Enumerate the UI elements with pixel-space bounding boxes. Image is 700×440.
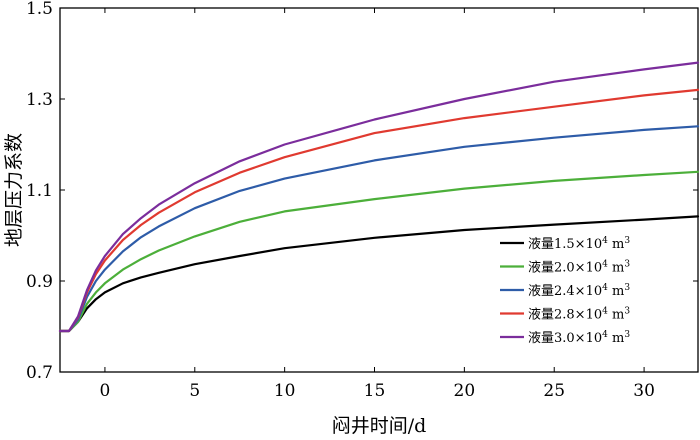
x-tick-label: 25 (543, 381, 565, 401)
plot-frame (59, 7, 699, 373)
legend-label-3: 液量2.4×104 m3 (528, 283, 630, 299)
series-line-1 (58, 215, 700, 333)
legend-label-1: 液量1.5×104 m3 (528, 236, 630, 252)
series-line-2 (58, 170, 700, 333)
x-tick-label: 0 (100, 381, 111, 401)
y-tick-label: 1.3 (26, 90, 53, 110)
y-tick-label: 1.5 (26, 0, 53, 19)
y-tick-label: 1.1 (26, 181, 53, 201)
series-line-4 (58, 88, 700, 333)
legend: 液量1.5×104 m3 液量2.0×104 m3 液量2.4×104 m3 液量2.… (500, 236, 630, 346)
x-tick-label: 10 (274, 381, 296, 401)
x-axis-title: 闷井时间/d (332, 415, 427, 437)
ticks-layer: 0 5 10 15 20 25 30 0.7 0.9 1.1 1.3 1.5 (26, 0, 698, 401)
plot-area (59, 7, 699, 373)
series-line-3 (58, 125, 700, 333)
legend-label-4: 液量2.8×104 m3 (528, 307, 630, 323)
x-tick-label: 5 (189, 381, 200, 401)
x-tick-label: 20 (454, 381, 476, 401)
x-tick-label: 30 (633, 381, 655, 401)
series-layer (58, 61, 700, 333)
y-tick-label: 0.7 (26, 363, 53, 383)
y-tick-label: 0.9 (26, 272, 53, 292)
series-line-5 (58, 61, 700, 333)
x-tick-label: 15 (364, 381, 386, 401)
legend-label-2: 液量2.0×104 m3 (528, 260, 630, 276)
y-axis-title: 地层压力系数 (3, 133, 25, 247)
legend-label-5: 液量3.0×104 m3 (528, 330, 630, 346)
